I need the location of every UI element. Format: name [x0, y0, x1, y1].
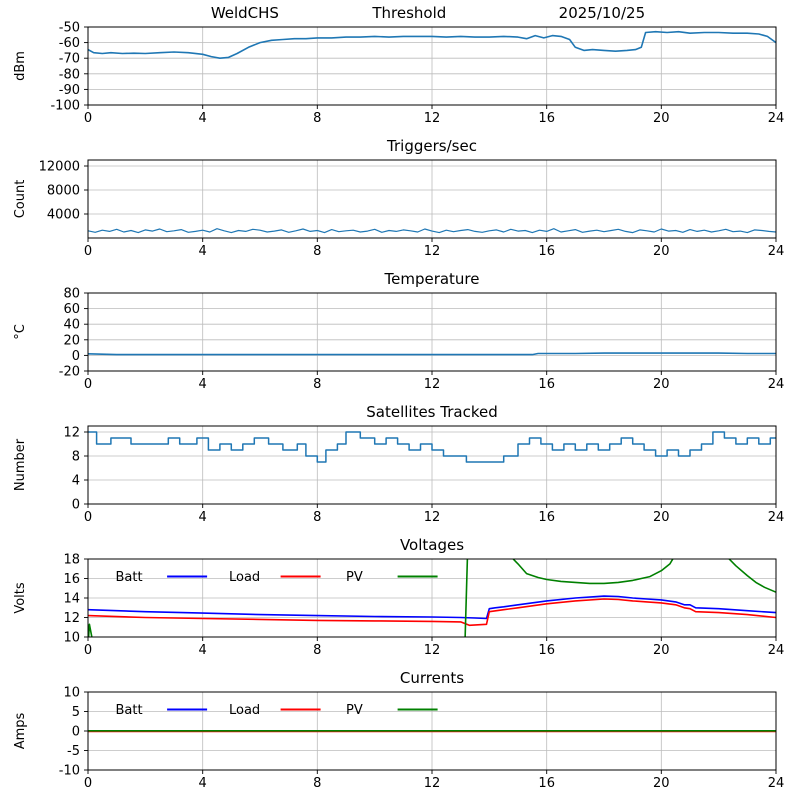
- svg-text:10: 10: [63, 631, 80, 646]
- svg-text:Load: Load: [229, 703, 260, 718]
- svg-text:24: 24: [768, 510, 785, 525]
- chart-satellites-tracked: 0 4 8 12 16 20 24 0 4 8 12 Satellites Tracked Number: [13, 403, 785, 525]
- svg-text:8000: 8000: [47, 184, 80, 199]
- svg-text:0: 0: [72, 725, 80, 740]
- svg-text:Number: Number: [13, 438, 28, 491]
- svg-text:-5: -5: [67, 744, 80, 759]
- svg-text:0: 0: [84, 111, 92, 126]
- svg-text:Batt: Batt: [116, 570, 143, 585]
- svg-text:Amps: Amps: [13, 712, 28, 749]
- svg-text:16: 16: [538, 510, 555, 525]
- chart-threshold: 0 4 8 12 16 20 24 -100-90-80-70-60-50 WeldCHS Thr…: [13, 4, 785, 126]
- svg-text:12: 12: [424, 776, 441, 791]
- svg-text:20: 20: [653, 776, 670, 791]
- svg-text:60: 60: [63, 302, 80, 317]
- svg-text:8: 8: [313, 510, 321, 525]
- svg-text:-10: -10: [59, 764, 80, 779]
- svg-text:0: 0: [84, 643, 92, 658]
- chart-currents: 0 4 8 12 16 20 24 -10 -5 0 5 10 Currents Amps Batt Load…: [13, 669, 785, 791]
- svg-text:16: 16: [63, 572, 80, 587]
- svg-text:16: 16: [538, 776, 555, 791]
- svg-text:20: 20: [63, 333, 80, 348]
- svg-text:0: 0: [72, 498, 80, 513]
- svg-text:8: 8: [313, 244, 321, 259]
- svg-text:0: 0: [84, 377, 92, 392]
- svg-text:16: 16: [538, 643, 555, 658]
- svg-text:0: 0: [72, 349, 80, 364]
- svg-text:0: 0: [84, 244, 92, 259]
- svg-text:Batt: Batt: [116, 703, 143, 718]
- svg-text:4: 4: [199, 111, 207, 126]
- svg-text:8: 8: [313, 776, 321, 791]
- chart-voltages: 0 4 8 12 16 20 24 10 12 14 16 18 Voltages Volts Batt Lo…: [13, 536, 785, 658]
- svg-text:8: 8: [313, 643, 321, 658]
- svg-text:-80: -80: [59, 67, 80, 82]
- svg-text:4: 4: [199, 776, 207, 791]
- svg-text:PV: PV: [346, 703, 363, 718]
- svg-text:Satellites Tracked: Satellites Tracked: [366, 403, 497, 421]
- svg-text:80: 80: [63, 287, 80, 302]
- svg-text:4: 4: [199, 377, 207, 392]
- svg-text:4: 4: [199, 244, 207, 259]
- svg-text:16: 16: [538, 244, 555, 259]
- svg-text:8: 8: [313, 377, 321, 392]
- svg-text:4: 4: [199, 510, 207, 525]
- svg-text:-50: -50: [59, 21, 80, 36]
- svg-text:8: 8: [313, 111, 321, 126]
- svg-text:24: 24: [768, 377, 785, 392]
- svg-text:°C: °C: [13, 324, 28, 340]
- svg-text:20: 20: [653, 111, 670, 126]
- svg-text:dBm: dBm: [13, 51, 28, 81]
- svg-text:20: 20: [653, 643, 670, 658]
- chart-triggers-per-sec: 0 4 8 12 16 20 24 4000 8000 12000 Triggers/sec Coun…: [13, 137, 785, 259]
- svg-text:4: 4: [199, 643, 207, 658]
- svg-text:16: 16: [538, 377, 555, 392]
- svg-text:Temperature: Temperature: [383, 270, 479, 288]
- svg-text:24: 24: [768, 111, 785, 126]
- svg-text:0: 0: [84, 510, 92, 525]
- svg-text:2025/10/25: 2025/10/25: [559, 4, 645, 22]
- svg-text:12: 12: [63, 426, 80, 441]
- svg-text:18: 18: [63, 553, 80, 568]
- svg-text:0: 0: [84, 776, 92, 791]
- svg-text:WeldCHS: WeldCHS: [211, 4, 279, 22]
- svg-text:Triggers/sec: Triggers/sec: [386, 137, 477, 155]
- svg-text:24: 24: [768, 776, 785, 791]
- svg-text:Load: Load: [229, 570, 260, 585]
- svg-text:12: 12: [424, 510, 441, 525]
- svg-text:8: 8: [72, 450, 80, 465]
- svg-text:4000: 4000: [47, 208, 80, 223]
- svg-text:20: 20: [653, 377, 670, 392]
- svg-text:-100: -100: [50, 99, 80, 114]
- svg-text:12: 12: [424, 244, 441, 259]
- svg-text:Count: Count: [13, 180, 28, 219]
- svg-text:-90: -90: [59, 83, 80, 98]
- svg-text:PV: PV: [346, 570, 363, 585]
- svg-text:Volts: Volts: [13, 582, 28, 614]
- svg-text:24: 24: [768, 244, 785, 259]
- svg-text:-60: -60: [59, 36, 80, 51]
- svg-text:12: 12: [424, 111, 441, 126]
- svg-text:14: 14: [63, 592, 80, 607]
- svg-text:5: 5: [72, 705, 80, 720]
- svg-text:12: 12: [424, 377, 441, 392]
- svg-text:-20: -20: [59, 365, 80, 380]
- svg-text:40: 40: [63, 318, 80, 333]
- svg-text:20: 20: [653, 244, 670, 259]
- svg-text:10: 10: [63, 686, 80, 701]
- svg-text:Voltages: Voltages: [400, 536, 464, 554]
- svg-text:12: 12: [424, 643, 441, 658]
- svg-text:20: 20: [653, 510, 670, 525]
- svg-text:12: 12: [63, 611, 80, 626]
- svg-text:Threshold: Threshold: [371, 4, 446, 22]
- svg-text:-70: -70: [59, 52, 80, 67]
- svg-text:Currents: Currents: [400, 669, 464, 687]
- svg-text:12000: 12000: [39, 160, 80, 175]
- svg-text:24: 24: [768, 643, 785, 658]
- svg-text:4: 4: [72, 474, 80, 489]
- svg-text:16: 16: [538, 111, 555, 126]
